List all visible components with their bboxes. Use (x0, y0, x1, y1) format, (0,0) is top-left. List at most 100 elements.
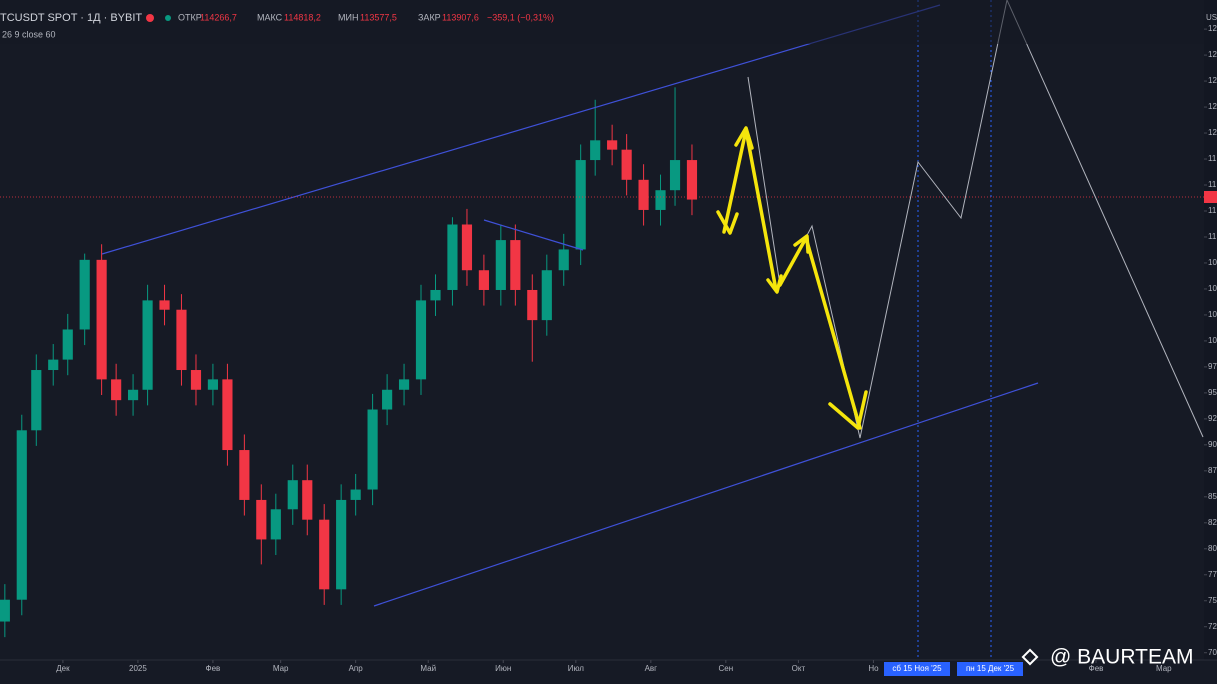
y-tick-label: 95 (1208, 388, 1217, 397)
y-tick-label: 82 (1208, 518, 1217, 527)
change: −359,1 (−0,31%) (487, 12, 554, 22)
x-tick-label: Фев (1089, 664, 1104, 673)
y-tick-label: 11 (1208, 180, 1217, 189)
value: 114818,2 (284, 12, 321, 22)
candle-body (287, 480, 298, 510)
date-badge (884, 662, 950, 676)
axes: 12 12 12 12 12 11 11 11 11 10 10 10 10 97 95 92 90 87 85 82… (56, 24, 1217, 673)
candle-body (336, 499, 347, 590)
candle-body (655, 190, 666, 210)
x-tick-label: Но (868, 664, 879, 673)
candle-body (190, 370, 202, 390)
y-tick-label: 12 (1208, 76, 1217, 85)
candle-body (222, 379, 233, 451)
y-tick-label: 75 (1208, 596, 1217, 605)
candle-body (447, 224, 458, 290)
candle-body (510, 240, 521, 290)
y-tick-label: 97 (1208, 362, 1217, 371)
candle-body (62, 329, 73, 360)
y-tick-label: 92 (1208, 414, 1217, 423)
watermark: @ BAURTEAM (1050, 646, 1193, 669)
y-tick-label: 11 (1208, 232, 1217, 241)
y-tick-label: 85 (1208, 492, 1217, 501)
candle-body (256, 499, 267, 540)
x-tick-label: Фев (206, 664, 221, 673)
symbol: TCUSDT SPOT · 1Д · BYBIT (0, 12, 142, 24)
label: ЗАКР (418, 12, 441, 22)
candle-body (478, 270, 489, 290)
candle-body (239, 450, 250, 500)
date-badge-label: пн 15 Дек '25 (966, 664, 1015, 673)
arrow-head (766, 274, 783, 294)
y-tick-label: 12 (1208, 102, 1217, 111)
x-tick-label: Июн (495, 664, 511, 673)
candle-body (48, 359, 59, 371)
label: МИН (338, 12, 358, 22)
candle-body (302, 480, 313, 520)
candle-body (111, 379, 122, 401)
candle-body (527, 289, 538, 321)
date-badge-label: сб 15 Ноя '25 (892, 664, 942, 673)
arrow-head (828, 390, 868, 430)
candle-body (319, 519, 330, 590)
candle-body (398, 379, 410, 390)
candle-body (142, 300, 153, 390)
y-tick-label: 70 (1208, 648, 1217, 657)
arrow-head (734, 126, 754, 150)
value: 113907,6 (442, 12, 479, 22)
candle-body (607, 140, 618, 150)
candle-body (207, 379, 218, 390)
candle-body (541, 270, 552, 321)
candle-body (686, 160, 698, 200)
indicator: 26 9 close 60 (2, 29, 56, 39)
y-tick-label: 10 (1208, 258, 1217, 267)
candle-body (430, 289, 441, 301)
y-tick-label: 11 (1208, 206, 1217, 215)
x-tick-label: Сен (719, 664, 734, 673)
candle-body (669, 160, 681, 191)
x-tick-label: 2025 (129, 664, 147, 673)
y-tick-label: 10 (1208, 336, 1217, 345)
candle-body (415, 300, 427, 380)
x-tick-label: Мар (1156, 664, 1172, 673)
x-tick-label: Май (420, 664, 436, 673)
candle-body (495, 240, 506, 290)
value: 113577,5 (360, 12, 397, 22)
value: 114266,7 (200, 12, 237, 22)
y-tick-label: 11 (1208, 154, 1217, 163)
y-tick-label: 87 (1208, 466, 1217, 475)
candle-body (558, 249, 569, 271)
channel-top (101, 4, 941, 255)
x-tick-label: Мар (273, 664, 289, 673)
y-tick-label: 90 (1208, 440, 1217, 449)
x-tick-label: Апр (349, 664, 364, 673)
channel-bottom (373, 382, 1039, 607)
candle-body (461, 224, 473, 271)
candle-body (31, 370, 42, 431)
y-tick-label: 80 (1208, 544, 1217, 553)
candle-body (0, 599, 10, 622)
trend-line (483, 219, 584, 251)
candle-body (575, 160, 586, 250)
candle-body (621, 149, 632, 180)
x-tick-label: Июл (568, 664, 585, 673)
label: ОТКР (178, 12, 202, 22)
candle-body (590, 140, 601, 161)
y-tick-label: 77 (1208, 570, 1217, 579)
x-tick-label: Дек (56, 664, 70, 673)
candle-body (270, 509, 281, 540)
arrow-head (716, 210, 739, 235)
candle-body (79, 259, 90, 330)
label: МАКС (257, 12, 283, 22)
x-tick-label: Авг (645, 664, 658, 673)
candle-body (159, 300, 170, 310)
y-tick-label: 12 (1208, 24, 1217, 33)
candle-body (176, 309, 187, 371)
status-dot (165, 15, 171, 21)
arrows (716, 126, 868, 430)
y-tick-label: 10 (1208, 284, 1217, 293)
status-dot (146, 14, 154, 22)
date-badge (957, 662, 1023, 676)
price-axis (1204, 0, 1217, 660)
